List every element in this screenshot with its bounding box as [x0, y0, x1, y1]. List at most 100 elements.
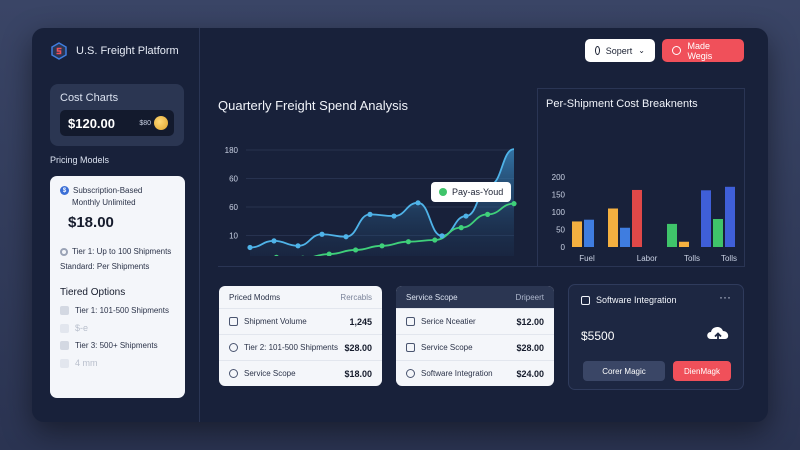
plan-subtitle: Monthly Unlimited	[72, 198, 136, 207]
y-tick-label: 60	[229, 203, 238, 212]
row-label: Tier 2: 101-500 Shipments	[244, 343, 338, 352]
standard-line: Standard: Per Shipments	[60, 262, 150, 271]
data-point	[326, 251, 332, 256]
data-point	[343, 234, 349, 240]
y-tick-label: 50	[556, 226, 565, 235]
coin-icon	[154, 116, 168, 130]
tier-option-label: $-e	[75, 323, 89, 333]
plan-price: $18.00	[68, 214, 114, 231]
y-tick-label: 10	[229, 232, 238, 241]
cloud-icon	[406, 369, 415, 378]
y-tick-label: 200	[552, 173, 566, 182]
y-tick-label: 180	[225, 146, 239, 155]
y-tick-label: 60	[229, 175, 238, 184]
brand[interactable]: U.S. Freight Platform	[50, 42, 179, 60]
data-point	[463, 213, 469, 219]
tier-option-label: 4 mm	[75, 358, 98, 368]
table-row[interactable]: Tier 2: 101-500 Shipments $28.00	[219, 334, 382, 360]
search-label: Sopert	[605, 45, 633, 56]
row-value: 1,245	[349, 316, 372, 327]
table-row[interactable]: Service Scope $18.00	[219, 360, 382, 386]
data-point	[353, 247, 359, 253]
plan-header[interactable]: $ Subscription-Based	[60, 186, 175, 195]
row-label: Software Integration	[421, 369, 493, 378]
bar	[572, 221, 582, 247]
chat-icon	[672, 46, 682, 55]
data-point	[271, 238, 277, 244]
chevron-down-icon: ⌄	[638, 46, 645, 55]
tier-option-label: Tier 1: 101-500 Shipments	[75, 306, 169, 315]
service-scope-card: Service Scope Dripeert Serice Nceatier $…	[396, 286, 554, 386]
data-point	[274, 254, 279, 256]
sliders-icon	[406, 317, 415, 326]
data-point	[391, 213, 397, 219]
integration-title: Software Integration	[596, 295, 677, 305]
bar	[608, 208, 618, 247]
row-value: $18.00	[344, 368, 372, 379]
y-tick-label: 0	[561, 243, 566, 252]
cost-card-title: Cost Charts	[60, 92, 119, 104]
x-tick-label: Tolls	[721, 254, 737, 263]
logo-icon	[51, 42, 67, 60]
divider	[537, 88, 745, 89]
card-header-right[interactable]: Rercabls	[340, 292, 372, 302]
row-label: Service Scope	[244, 369, 296, 378]
card-header-left: Priced Modms	[229, 292, 281, 302]
table-row[interactable]: Shipment Volume 1,245	[219, 308, 382, 334]
bar-chart-panel: Per-Shipment Cost Breaknents 0 50 100 150 20…	[537, 88, 745, 266]
y-tick-label: 150	[552, 191, 566, 200]
cost-card[interactable]: Cost Charts $120.00 $80	[50, 84, 184, 146]
table-row[interactable]: Software Integration $24.00	[396, 360, 554, 386]
app-window: U.S. Freight Platform Cost Charts $120.0…	[32, 28, 768, 422]
made-button[interactable]: Made Wegis	[662, 39, 744, 62]
check-icon	[439, 188, 447, 196]
data-point	[319, 231, 325, 237]
area-fill	[250, 149, 514, 256]
corer-magic-button[interactable]: Corer Magic	[583, 361, 665, 381]
data-point	[379, 243, 385, 249]
tier-option[interactable]: Tier 1: 101-500 Shipments	[60, 306, 175, 315]
card-header: Service Scope Dripeert	[396, 286, 554, 308]
tier-option[interactable]: Tier 3: 500+ Shipments	[60, 341, 175, 350]
tier-option[interactable]: 4 mm	[60, 358, 175, 368]
globe-icon	[229, 343, 238, 352]
series-line	[249, 148, 515, 249]
data-point	[511, 201, 517, 207]
checkbox[interactable]	[60, 306, 69, 315]
bar	[584, 219, 594, 247]
tier-label: Tier 1: Up to 100 Shipments	[72, 247, 172, 256]
settings-icon	[229, 369, 238, 378]
card-header-right[interactable]: Dripeert	[515, 292, 544, 302]
row-label: Shipment Volume	[244, 317, 307, 326]
bar	[620, 227, 630, 247]
plan-name: Subscription-Based	[73, 186, 143, 195]
pricing-panel: $ Subscription-Based Monthly Unlimited $…	[50, 176, 185, 398]
table-row[interactable]: Serice Nceatier $12.00	[396, 308, 554, 334]
checkbox[interactable]	[60, 358, 69, 368]
dien-magk-button[interactable]: DienMagk	[673, 361, 731, 381]
sidebar: U.S. Freight Platform Cost Charts $120.0…	[32, 28, 200, 422]
table-row[interactable]: Service Scope $28.00	[396, 334, 554, 360]
bar	[713, 219, 723, 247]
row-value: $12.00	[516, 316, 544, 327]
checkbox[interactable]	[60, 341, 69, 350]
more-options-icon[interactable]: ···	[719, 290, 731, 304]
row-value: $28.00	[516, 342, 544, 353]
tiered-options-title: Tiered Options	[60, 287, 126, 298]
dollar-icon: $	[60, 186, 69, 195]
bar	[725, 186, 735, 247]
priced-models-card: Priced Modms Rercabls Shipment Volume 1,…	[219, 286, 382, 386]
truck-icon	[406, 343, 415, 352]
y-tick-label: 100	[552, 208, 566, 217]
row-value: $28.00	[344, 342, 372, 353]
tier-option[interactable]: $-e	[60, 323, 175, 333]
data-point	[485, 211, 491, 217]
x-tick-label: Labor	[637, 254, 658, 263]
software-integration-card: Software Integration ··· $5500 Corer Mag…	[568, 284, 744, 390]
search-dropdown[interactable]: Sopert ⌄	[585, 39, 655, 62]
data-point	[247, 244, 253, 251]
tier-option-label: Tier 3: 500+ Shipments	[75, 341, 158, 350]
cost-value: $120.00	[68, 115, 115, 131]
checkbox[interactable]	[60, 323, 69, 333]
